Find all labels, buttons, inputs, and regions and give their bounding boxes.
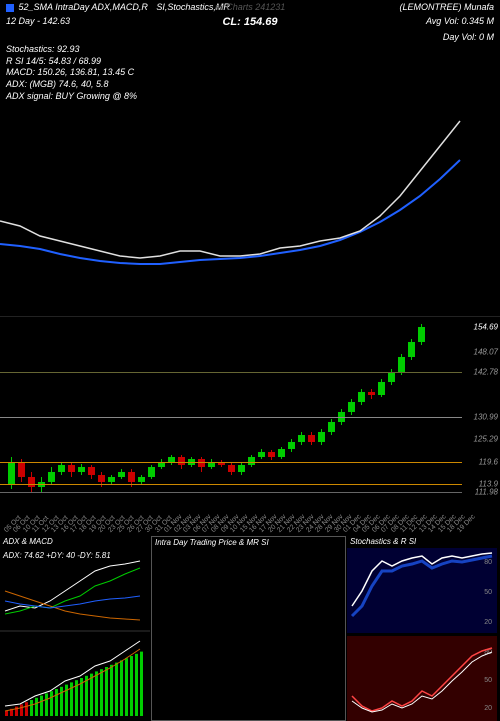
svg-text:ADX: 74.62 +DY: 40 -DY: 5.81: ADX: 74.62 +DY: 40 -DY: 5.81 — [2, 551, 111, 560]
top-line-chart[interactable] — [0, 106, 500, 316]
bottom-panels: ADX & MACD ADX: 74.62 +DY: 40 -DY: 5.81 … — [0, 536, 500, 721]
adx-svg: ADX: 74.62 +DY: 40 -DY: 5.81 — [0, 536, 150, 721]
price-level-line — [0, 484, 462, 485]
header-left-1: 52_SMA IntraDay ADX,MACD,R — [19, 2, 148, 12]
stoch-svg: 805020805020 — [347, 536, 497, 721]
svg-text:50: 50 — [484, 677, 492, 684]
panel-stoch-title: Stochastics & R SI — [350, 537, 416, 546]
svg-text:20: 20 — [484, 619, 492, 626]
macd-value: MACD: 150.26, 136.81, 13.45 C — [6, 67, 494, 79]
price-level-line — [0, 462, 462, 463]
panel-intra-title: Intra Day Trading Price & MR SI — [155, 538, 269, 547]
rsi-value: R SI 14/5: 54.83 / 68.99 — [6, 56, 494, 68]
y-axis-label: 154.69 — [474, 323, 498, 332]
sma-indicator-square — [6, 4, 14, 12]
main-candle-chart[interactable]: 154.69148.07142.78130.99125.29119.6113.9… — [0, 316, 500, 516]
y-axis-label: 130.99 — [474, 413, 498, 422]
y-axis-label: 119.6 — [479, 458, 498, 467]
close-price: CL: 154.69 — [169, 16, 332, 28]
stochastics-value: Stochastics: 92.93 — [6, 44, 494, 56]
y-axis-label: 125.29 — [474, 435, 498, 444]
adx-value: ADX: (MGB) 74.6, 40, 5.8 — [6, 79, 494, 91]
header-row-3: Day Vol: 0 M — [0, 30, 500, 44]
x-axis-dates: 05 Oct06 Oct10 Oct11 Oct12 Oct13 Oct16 O… — [0, 516, 500, 536]
adx-signal: ADX signal: BUY Growing @ 8% — [6, 91, 494, 103]
panel-adx-title: ADX & MACD — [3, 537, 53, 546]
day-vol: Day Vol: 0 M — [331, 32, 494, 42]
indicator-block: Stochastics: 92.93 R SI 14/5: 54.83 / 68… — [0, 44, 500, 102]
svg-text:50: 50 — [484, 589, 492, 596]
panel-intraday[interactable]: Intra Day Trading Price & MR SI — [151, 536, 346, 721]
header-right-1: (LEMONTREE) Munafa — [250, 2, 494, 12]
svg-text:20: 20 — [484, 705, 492, 712]
price-level-line — [0, 417, 462, 418]
price-level-line — [0, 492, 462, 493]
sma-12day: 12 Day - 142.63 — [6, 16, 169, 28]
top-chart-svg — [0, 106, 462, 316]
panel-adx-macd[interactable]: ADX & MACD ADX: 74.62 +DY: 40 -DY: 5.81 — [0, 536, 150, 721]
y-axis-label: 142.78 — [474, 368, 498, 377]
svg-text:80: 80 — [484, 559, 492, 566]
y-axis-label: 148.07 — [474, 348, 498, 357]
avg-vol: Avg Vol: 0.345 M — [331, 16, 494, 28]
y-axis-right: 154.69148.07142.78130.99125.29119.6113.9… — [462, 317, 500, 516]
panel-stochastics[interactable]: Stochastics & R SI 805020805020 — [347, 536, 497, 721]
header-row-2: 12 Day - 142.63 CL: 154.69 Avg Vol: 0.34… — [0, 14, 500, 30]
header-faint: all Charts 241231 — [215, 2, 286, 12]
price-level-line — [0, 372, 462, 373]
header-row-1: 52_SMA IntraDay ADX,MACD,R SI,Stochastic… — [0, 0, 500, 14]
y-axis-label: 111.98 — [475, 488, 498, 497]
